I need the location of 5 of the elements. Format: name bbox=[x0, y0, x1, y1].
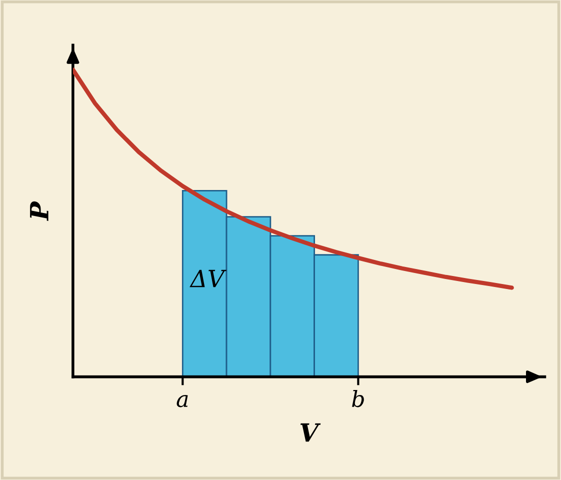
y-axis-title: P bbox=[30, 201, 48, 221]
x-tick-label: a bbox=[176, 395, 188, 408]
x-tick-label: b bbox=[352, 390, 364, 408]
x-axis-title: V bbox=[300, 423, 321, 442]
annotation: ΔV bbox=[190, 270, 226, 288]
